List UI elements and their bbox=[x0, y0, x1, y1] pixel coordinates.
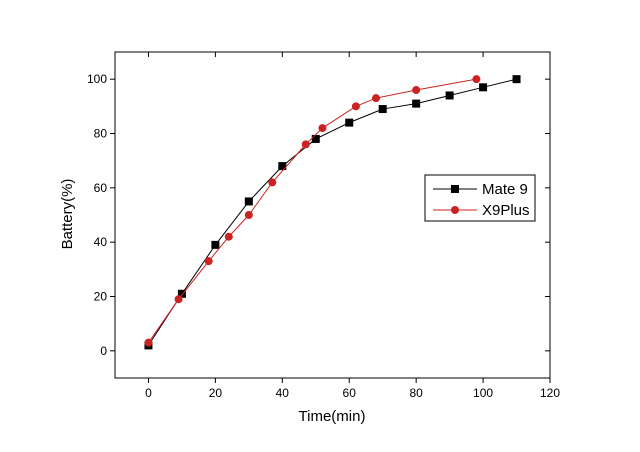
series-line-x9plus bbox=[148, 78, 477, 343]
data-point-x9plus bbox=[244, 211, 253, 219]
x-tick-label: 100 bbox=[473, 386, 493, 400]
legend-box bbox=[424, 174, 536, 222]
data-point-mate-9 bbox=[479, 83, 488, 92]
x-tick-label: 0 bbox=[145, 386, 152, 400]
legend: Mate 9 X9Plus bbox=[424, 174, 536, 222]
data-point-x9plus bbox=[351, 102, 360, 111]
data-point-mate-9 bbox=[378, 105, 387, 114]
data-point-x9plus bbox=[372, 94, 380, 103]
legend-marker-mate-9 bbox=[451, 185, 459, 193]
data-point-mate-9 bbox=[345, 118, 354, 127]
x-tick-label: 60 bbox=[343, 386, 357, 400]
y-tick-label: 40 bbox=[94, 235, 108, 249]
data-point-x9plus bbox=[174, 295, 183, 304]
y-tick-label: 60 bbox=[94, 181, 108, 195]
series-line-mate-9 bbox=[148, 78, 517, 346]
y-tick-label: 80 bbox=[94, 127, 108, 141]
x-axis-title: Time(min) bbox=[299, 408, 366, 425]
data-point-x9plus bbox=[412, 86, 421, 95]
plot-area-frame bbox=[114, 51, 551, 379]
data-point-x9plus bbox=[472, 75, 481, 84]
legend-label-x9plus: X9Plus bbox=[482, 202, 530, 219]
y-tick-label: 20 bbox=[94, 290, 108, 304]
data-point-mate-9 bbox=[512, 75, 521, 84]
data-point-x9plus bbox=[268, 178, 277, 187]
data-point-mate-9 bbox=[445, 91, 454, 100]
legend-label-mate-9: Mate 9 bbox=[482, 181, 528, 198]
x-tick-label: 20 bbox=[209, 386, 223, 400]
data-point-mate-9 bbox=[311, 134, 320, 143]
data-point-x9plus bbox=[144, 338, 153, 347]
x-tick-label: 40 bbox=[276, 386, 290, 400]
data-point-x9plus bbox=[224, 232, 233, 241]
data-point-mate-9 bbox=[211, 240, 220, 249]
x-tick-label: 120 bbox=[540, 386, 560, 400]
data-point-mate-9 bbox=[244, 197, 253, 206]
y-tick-label: 100 bbox=[87, 72, 107, 86]
data-point-mate-9 bbox=[412, 99, 421, 108]
data-point-mate-9 bbox=[177, 289, 186, 298]
y-tick-label: 0 bbox=[100, 344, 107, 358]
x-tick-label: 80 bbox=[409, 386, 423, 400]
y-axis-ticks: 0 20 40 60 80 100 bbox=[87, 72, 550, 358]
legend-marker-x9plus bbox=[451, 206, 459, 214]
y-axis-title: Battery(%) bbox=[59, 179, 76, 250]
series-layer bbox=[144, 75, 521, 350]
data-point-x9plus bbox=[204, 257, 213, 266]
data-point-mate-9 bbox=[278, 162, 287, 171]
data-point-x9plus bbox=[318, 124, 327, 133]
x-axis-ticks: 0 20 40 60 80 100 120 bbox=[145, 52, 560, 400]
data-point-x9plus bbox=[301, 140, 310, 149]
